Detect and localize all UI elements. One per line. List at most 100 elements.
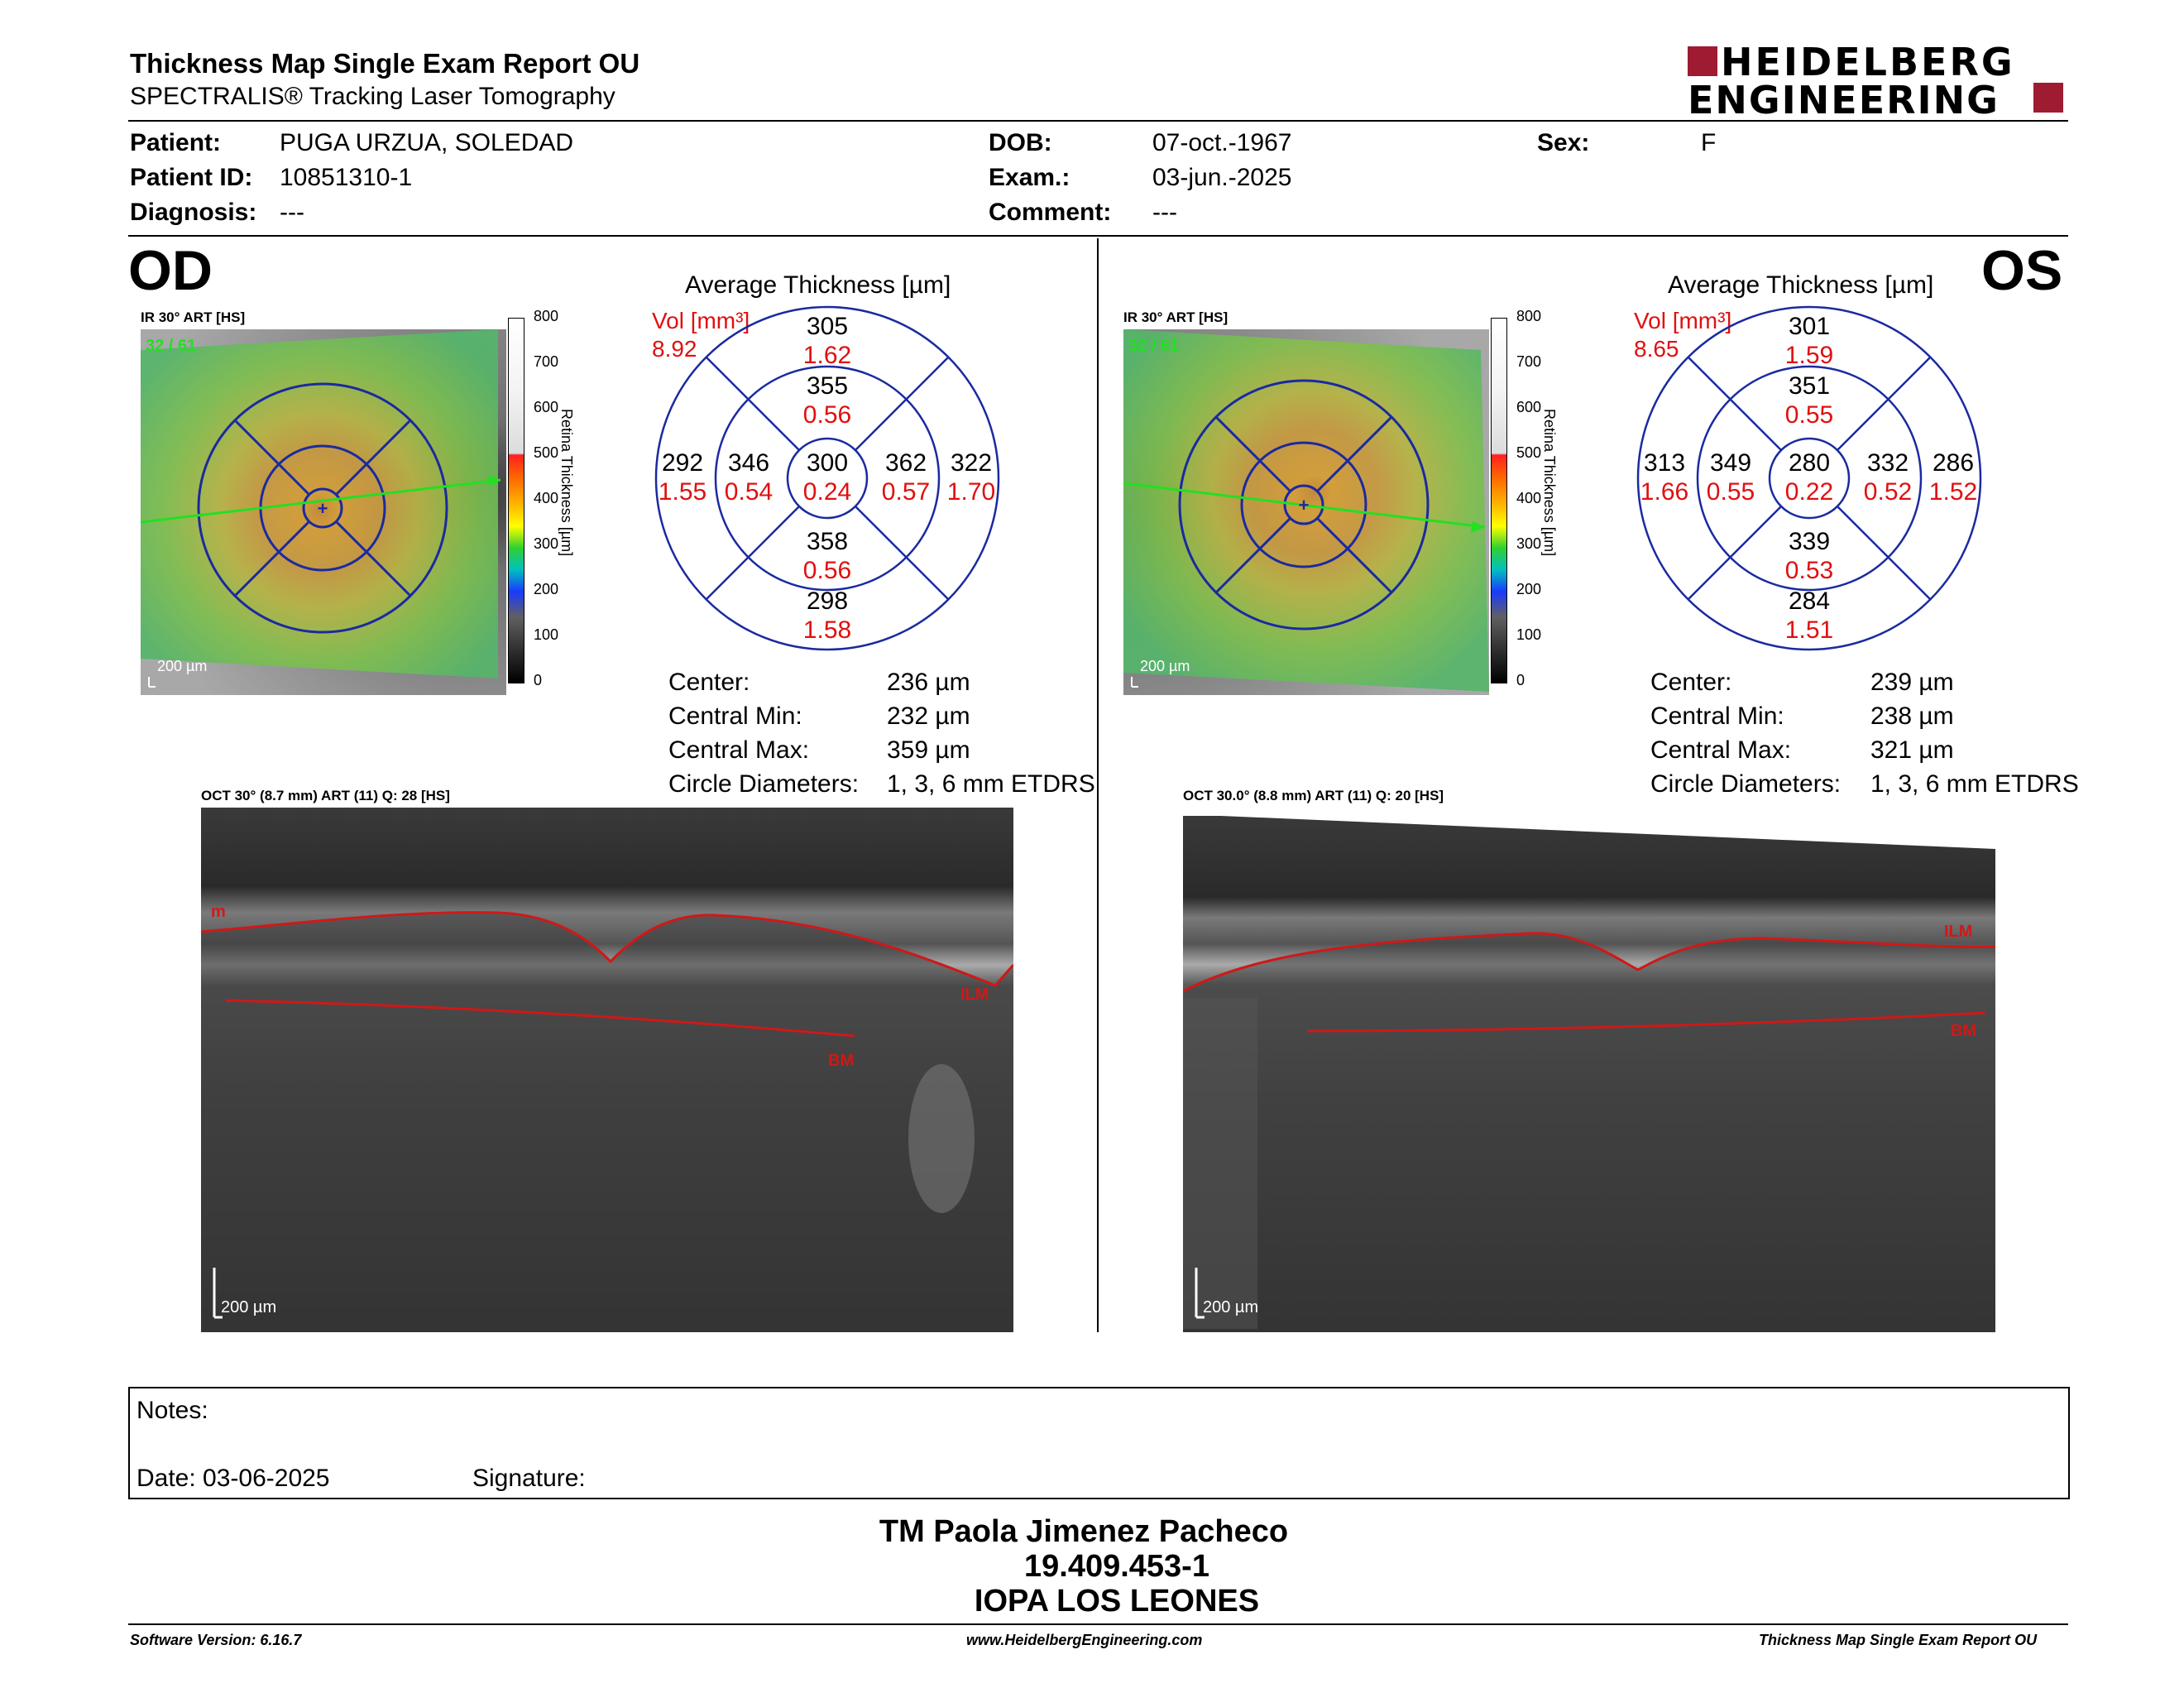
os-tick-600: 600 bbox=[1516, 399, 1542, 415]
os-outer-sup-vol: 1.59 bbox=[1784, 342, 1834, 369]
center-divider bbox=[1097, 238, 1099, 1332]
od-inner-inf-vol: 0.56 bbox=[802, 557, 852, 584]
od-frames: 32 / 61 bbox=[146, 337, 196, 355]
signer-institution: IOPA LOS LEONES bbox=[974, 1584, 1260, 1618]
logo-red-square-2 bbox=[2033, 83, 2063, 113]
exam-value: 03-jun.-2025 bbox=[1152, 164, 1292, 191]
os-outer-inf-vol: 1.51 bbox=[1784, 616, 1834, 644]
od-vol-value: 8.92 bbox=[652, 336, 697, 362]
os-inner-inf-vol: 0.53 bbox=[1784, 557, 1834, 584]
od-oct-ilm: ILM bbox=[960, 985, 989, 1004]
od-stat-circle-value: 1, 3, 6 mm ETDRS bbox=[887, 770, 1095, 798]
heidelberg-logo: HEIDELBERG ENGINEERING bbox=[1688, 40, 2068, 122]
od-ring-inner bbox=[302, 487, 343, 529]
comment-label: Comment: bbox=[989, 199, 1112, 226]
od-center-vol: 0.24 bbox=[802, 478, 852, 506]
patient-divider bbox=[128, 235, 2068, 237]
os-inner-right-vol: 0.52 bbox=[1863, 478, 1913, 506]
od-oct-bscan: m ILM BM 200 µm bbox=[201, 808, 1013, 1332]
report-subtitle: SPECTRALIS® Tracking Laser Tomography bbox=[130, 83, 615, 110]
od-inner-right-vol: 0.57 bbox=[881, 478, 931, 506]
od-stat-max-label: Central Max: bbox=[668, 736, 810, 764]
od-outer-sup-thickness: 305 bbox=[806, 313, 849, 340]
notes-box[interactable]: Notes: Date: 03-06-2025 Signature: bbox=[128, 1387, 2070, 1499]
exam-label: Exam.: bbox=[989, 164, 1070, 191]
dob-label: DOB: bbox=[989, 129, 1052, 156]
os-colorbar-label: Retina Thickness [µm] bbox=[1541, 409, 1558, 557]
os-oct-ilm: ILM bbox=[1944, 923, 1972, 941]
software-version: Software Version: 6.16.7 bbox=[130, 1632, 302, 1648]
os-tick-100: 100 bbox=[1516, 626, 1542, 643]
os-inner-right-thickness: 332 bbox=[1866, 449, 1909, 477]
od-outer-left-vol: 1.55 bbox=[658, 478, 707, 506]
os-stat-min-value: 238 µm bbox=[1870, 703, 1954, 730]
os-avg-title: Average Thickness [µm] bbox=[1668, 271, 1934, 299]
os-tick-200: 200 bbox=[1516, 581, 1542, 597]
od-bm-line bbox=[225, 999, 855, 1038]
report-title: Thickness Map Single Exam Report OU bbox=[130, 48, 640, 79]
od-scan-line bbox=[141, 478, 501, 524]
od-sector-values: 305 1.62 355 0.56 300 0.24 358 0.56 298 … bbox=[654, 305, 1001, 652]
os-vol-label: Vol [mm³] bbox=[1634, 308, 1732, 333]
od-stat-max-value: 359 µm bbox=[887, 736, 970, 764]
od-inner-left-thickness: 346 bbox=[727, 449, 770, 477]
od-inner-sup-thickness: 355 bbox=[806, 372, 849, 400]
os-outer-right-thickness: 286 bbox=[1932, 449, 1975, 477]
header-divider bbox=[128, 120, 2068, 122]
os-vol-value: 8.65 bbox=[1634, 336, 1679, 362]
od-stat-circle-label: Circle Diameters: bbox=[668, 770, 860, 798]
os-outer-left-vol: 1.66 bbox=[1640, 478, 1689, 506]
signature-label: Signature: bbox=[472, 1465, 586, 1492]
patient-id: 10851310-1 bbox=[280, 164, 413, 191]
os-tick-0: 0 bbox=[1516, 672, 1525, 688]
od-tick-100: 100 bbox=[534, 626, 559, 643]
od-tick-600: 600 bbox=[534, 399, 559, 415]
os-stat-center-value: 239 µm bbox=[1870, 669, 1954, 696]
od-stat-min-label: Central Min: bbox=[668, 703, 802, 730]
signer-name: TM Paola Jimenez Pacheco bbox=[879, 1514, 1289, 1549]
footer-divider bbox=[128, 1623, 2068, 1625]
od-inner-left-vol: 0.54 bbox=[724, 478, 774, 506]
date-label: Date: 03-06-2025 bbox=[136, 1465, 330, 1492]
os-stat-circle-label: Circle Diameters: bbox=[1650, 770, 1842, 798]
od-oct-label: OCT 30° (8.7 mm) ART (11) Q: 28 [HS] bbox=[201, 788, 450, 803]
od-outer-sup-vol: 1.62 bbox=[802, 342, 852, 369]
os-inner-left-thickness: 349 bbox=[1709, 449, 1752, 477]
od-tick-300: 300 bbox=[534, 535, 559, 552]
os-tick-300: 300 bbox=[1516, 535, 1542, 552]
os-inner-sup-thickness: 351 bbox=[1788, 372, 1831, 400]
heidelberg-website[interactable]: www.HeidelbergEngineering.com bbox=[966, 1632, 1203, 1648]
os-stats: Center: 239 µm Central Min: 238 µm Centr… bbox=[1650, 669, 2114, 809]
od-ir-label: IR 30° ART [HS] bbox=[141, 309, 246, 325]
os-oct-bm: BM bbox=[1951, 1022, 1976, 1040]
logo-line-2: ENGINEERING bbox=[1688, 78, 2000, 122]
os-etdrs-chart bbox=[1636, 305, 1982, 651]
od-tick-0: 0 bbox=[534, 672, 543, 688]
os-map-scale: 200 µm bbox=[1140, 658, 1190, 674]
os-outer-left-thickness: 313 bbox=[1643, 449, 1686, 477]
os-thickness-map: + 32 / 61 200 µm bbox=[1123, 329, 1489, 695]
os-oct-scale: 200 µm bbox=[1203, 1298, 1258, 1316]
os-outer-right-vol: 1.52 bbox=[1928, 478, 1978, 506]
dob-value: 07-oct.-1967 bbox=[1152, 129, 1292, 156]
od-inner-sup-vol: 0.56 bbox=[802, 401, 852, 429]
os-oct-bscan: ILM BM 200 µm bbox=[1183, 808, 1995, 1332]
od-oct-bm: BM bbox=[828, 1052, 854, 1070]
od-stats: Center: 236 µm Central Min: 232 µm Centr… bbox=[668, 669, 1115, 809]
patient-name: PUGA URZUA, SOLEDAD bbox=[280, 129, 574, 156]
os-tick-500: 500 bbox=[1516, 444, 1542, 461]
patient-id-label: Patient ID: bbox=[130, 164, 253, 191]
od-outer-left-thickness: 292 bbox=[661, 449, 704, 477]
sex-label: Sex: bbox=[1537, 129, 1590, 156]
os-outer-sup-thickness: 301 bbox=[1788, 313, 1831, 340]
diagnosis-value: --- bbox=[280, 199, 304, 226]
od-ring-outer bbox=[197, 382, 448, 634]
os-eye-label: OS bbox=[1981, 239, 2063, 302]
os-center-thickness: 280 bbox=[1788, 449, 1831, 477]
od-colorbar bbox=[508, 318, 524, 683]
od-outer-inf-vol: 1.58 bbox=[802, 616, 852, 644]
os-sector-values: 301 1.59 351 0.55 280 0.22 339 0.53 284 … bbox=[1636, 305, 1983, 652]
os-tick-700: 700 bbox=[1516, 353, 1542, 370]
os-stat-max-value: 321 µm bbox=[1870, 736, 1954, 764]
patient-label: Patient: bbox=[130, 129, 222, 156]
